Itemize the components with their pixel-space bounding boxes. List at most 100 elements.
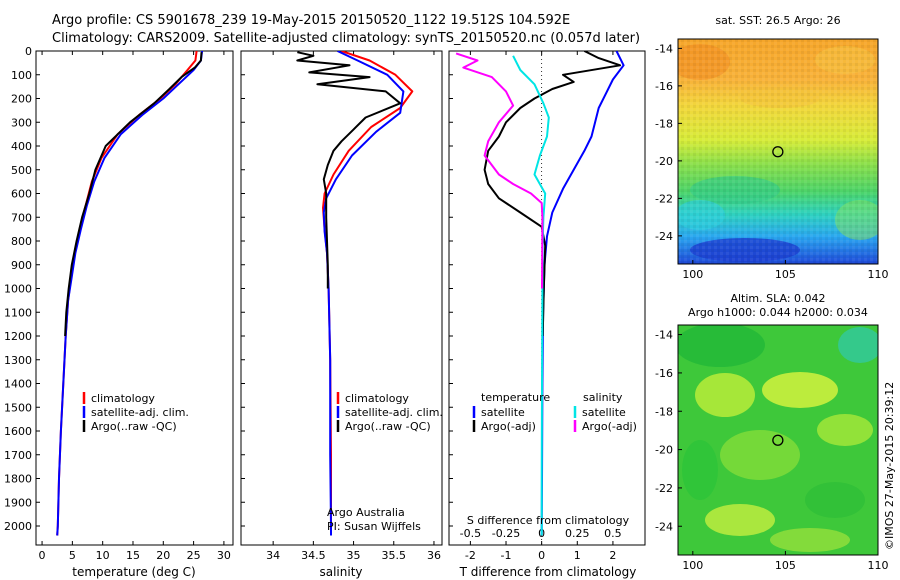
sla-map-title-2: Argo h1000: 0.044 h2000: 0.034 (688, 306, 868, 319)
header-line-2: Climatology: CARS2009. Satellite-adjuste… (52, 31, 640, 46)
y-tick-label: 1900 (4, 496, 32, 509)
x-tick-label: 35 (347, 549, 361, 562)
header-line-1: Argo profile: CS 5901678_239 19-May-2015… (52, 13, 570, 28)
temperature-axes-frame (35, 50, 234, 546)
y-tick-label: 300 (11, 116, 32, 129)
y-tick-label: 1800 (4, 473, 32, 486)
annotation-pi: PI: Susan Wijffels (327, 520, 421, 533)
difference-legend: temperature salinity satellite Argo(-adj… (472, 391, 637, 433)
x-tick-label: 25 (187, 549, 201, 562)
temperature-legend: climatology satellite-adj. clim. Argo(..… (82, 392, 189, 433)
series-line-argo (296, 51, 402, 289)
map-y-tick-label: -22 (655, 482, 673, 495)
imos-credit: ©IMOS 27-May-2015 20:39:12 (883, 382, 896, 550)
x-tick-label: 34 (266, 549, 280, 562)
series-line-s-argo (455, 52, 544, 289)
sla-map-panel: Altim. SLA: 0.042 Argo h1000: 0.044 h200… (655, 292, 888, 572)
sst-map-title: sat. SST: 26.5 Argo: 26 (715, 14, 840, 27)
series-line-t-argo (483, 51, 622, 337)
s-tick-label: 0.5 (604, 527, 622, 540)
y-tick-label: 400 (11, 140, 32, 153)
legend-title-temperature: temperature (481, 391, 550, 404)
salinity-series (296, 51, 414, 536)
series-line-climatology (322, 51, 414, 536)
legend-label-satellite: satellite-adj. clim. (345, 406, 443, 419)
y-tick-label: 900 (11, 259, 32, 272)
map-y-tick-label: -16 (655, 80, 673, 93)
t-difference-xlabel: T difference from climatology (459, 565, 637, 579)
sst-map-frame (677, 38, 879, 265)
y-tick-label: 1200 (4, 330, 32, 343)
y-tick-label: 1100 (4, 306, 32, 319)
y-tick-label: 800 (11, 235, 32, 248)
series-line-climatology (56, 51, 198, 536)
x-tick-label: 15 (126, 549, 140, 562)
map-y-tick-label: -24 (655, 520, 673, 533)
legend-label-s-satellite: satellite (582, 406, 626, 419)
sla-map-title-1: Altim. SLA: 0.042 (730, 292, 825, 305)
series-line-s-satellite (512, 55, 550, 536)
legend-label-argo: Argo(..raw -QC) (345, 420, 431, 433)
sst-map-axes: 100 105 110 -14 -16 -18 -20 -22 -24 (655, 42, 888, 281)
depth-axis: 0 100 200 300 400 500 600 700 800 900 1000 1100 1200… (4, 45, 40, 533)
legend-label-climatology: climatology (345, 392, 409, 405)
x-tick-label: 34.5 (301, 549, 326, 562)
temperature-series (56, 51, 204, 536)
y-tick-label: 0 (25, 45, 32, 58)
s-difference-label: S difference from climatology (467, 514, 630, 527)
legend-label-s-argo: Argo(-adj) (582, 420, 637, 433)
legend-label-satellite: satellite-adj. clim. (91, 406, 189, 419)
s-tick-label: 0.25 (565, 527, 590, 540)
y-tick-label: 1000 (4, 283, 32, 296)
map-x-tick-label: 100 (682, 268, 703, 281)
x-tick-label: 2 (609, 549, 616, 562)
x-tick-label: 0 (538, 549, 545, 562)
legend-label-t-satellite: satellite (481, 406, 525, 419)
map-y-tick-label: -14 (655, 42, 673, 55)
legend-title-salinity: salinity (583, 391, 623, 404)
x-tick-label: 1 (574, 549, 581, 562)
sla-map-axes: 100 105 110 -14 -16 -18 -20 -22 -24 (655, 329, 888, 572)
sla-heatmap (678, 325, 878, 555)
y-tick-label: 200 (11, 93, 32, 106)
y-tick-label: 1700 (4, 449, 32, 462)
map-y-tick-label: -24 (655, 230, 673, 243)
difference-x-axis: -2 -1 0 1 2 (449, 50, 616, 562)
map-y-tick-label: -20 (655, 444, 673, 457)
sst-heatmap (678, 39, 878, 264)
map-y-tick-label: -20 (655, 155, 673, 168)
series-line-satellite (322, 51, 405, 536)
map-x-tick-label: 100 (682, 559, 703, 572)
legend-label-argo: Argo(..raw -QC) (91, 420, 177, 433)
x-tick-label: -1 (501, 549, 512, 562)
map-y-tick-label: -18 (655, 405, 673, 418)
legend-label-climatology: climatology (91, 392, 155, 405)
x-tick-label: 10 (96, 549, 110, 562)
sst-map-panel: sat. SST: 26.5 Argo: 26 100 105 110 -14 -16 -… (655, 14, 888, 281)
salinity-x-axis: 34 34.5 35 35.5 36 (241, 50, 441, 562)
s-difference-tick-labels: -0.5 -0.25 0 0.25 0.5 (460, 527, 622, 540)
series-line-satellite (56, 51, 204, 536)
temperature-x-axis: 0 5 10 15 20 25 30 (39, 51, 231, 562)
y-tick-label: 700 (11, 211, 32, 224)
x-tick-label: 5 (69, 549, 76, 562)
map-y-tick-label: -18 (655, 117, 673, 130)
map-x-tick-label: 105 (775, 559, 796, 572)
x-tick-label: 36 (427, 549, 441, 562)
y-tick-label: 500 (11, 164, 32, 177)
difference-axes-frame (448, 50, 646, 546)
difference-panel: -2 -1 0 1 2 -0.5 -0.25 0 0.25 0.5 S difference f… (448, 50, 646, 579)
legend-label-t-argo: Argo(-adj) (481, 420, 536, 433)
s-tick-label: -0.25 (492, 527, 520, 540)
x-tick-label: 35.5 (382, 549, 407, 562)
map-x-tick-label: 110 (868, 268, 889, 281)
salinity-panel: 34 34.5 35 35.5 36 salinity climatology sate… (240, 50, 443, 579)
salinity-xlabel: salinity (319, 565, 362, 579)
temperature-panel: 0100200300400500600700800900100011001200… (4, 45, 234, 579)
y-tick-label: 1400 (4, 378, 32, 391)
x-tick-label: 20 (156, 549, 170, 562)
sla-map-frame (677, 324, 879, 556)
y-tick-label: 600 (11, 188, 32, 201)
annotation-argo-australia: Argo Australia (327, 506, 405, 519)
series-line-t-satellite (540, 51, 625, 536)
